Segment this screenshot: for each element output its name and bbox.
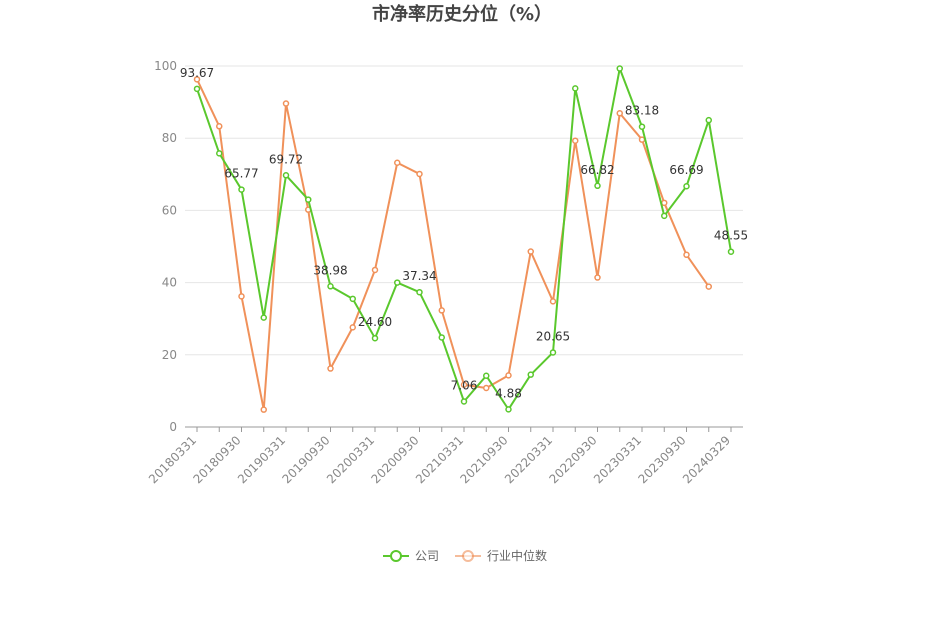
- legend-marker-icon: [390, 550, 402, 562]
- y-tick-label: 20: [162, 348, 177, 362]
- legend[interactable]: 公司 行业中位数: [383, 548, 547, 563]
- x-axis-ticks: 2018033120180930201903312019093020200331…: [146, 427, 733, 486]
- data-label: 83.18: [625, 104, 659, 118]
- legend-item-company[interactable]: 公司: [383, 549, 439, 563]
- data-point[interactable]: [661, 199, 668, 207]
- data-point[interactable]: [527, 371, 534, 378]
- chart-title: 市净率历史分位（%）: [372, 3, 552, 25]
- legend-item-industry-median[interactable]: 行业中位数: [455, 548, 547, 563]
- data-point[interactable]: [616, 65, 623, 72]
- data-point[interactable]: [438, 334, 445, 341]
- y-tick-label: 0: [169, 420, 177, 434]
- data-point[interactable]: [661, 212, 668, 220]
- data-label: 4.88: [495, 386, 522, 400]
- data-point[interactable]: [683, 251, 690, 259]
- data-point[interactable]: [282, 100, 290, 107]
- data-point[interactable]: [193, 76, 201, 83]
- data-label: 66.82: [580, 163, 614, 177]
- data-point[interactable]: [305, 196, 312, 203]
- data-labels: 93.67 65.77 69.72 38.98 24.60 37.34 7.06 4.88 20…: [180, 66, 748, 401]
- data-point[interactable]: [727, 248, 735, 255]
- data-point[interactable]: [371, 266, 379, 274]
- data-label: 20.65: [536, 329, 570, 343]
- y-tick-label: 100: [154, 59, 177, 73]
- y-tick-label: 40: [162, 276, 177, 290]
- data-label: 65.77: [224, 167, 258, 181]
- grid-lines: [185, 65, 743, 356]
- data-point[interactable]: [238, 186, 245, 193]
- data-label: 69.72: [269, 152, 303, 166]
- data-point[interactable]: [260, 406, 267, 413]
- data-point[interactable]: [483, 372, 490, 379]
- data-point[interactable]: [705, 116, 712, 124]
- data-point[interactable]: [705, 283, 712, 290]
- data-label: 37.34: [402, 269, 436, 283]
- series-industry-median: [193, 76, 712, 413]
- data-label: 7.06: [451, 379, 478, 393]
- data-label: 66.69: [669, 163, 703, 177]
- data-point[interactable]: [394, 159, 401, 166]
- data-point[interactable]: [505, 406, 512, 413]
- data-point[interactable]: [460, 398, 468, 405]
- data-point[interactable]: [416, 170, 423, 178]
- data-point[interactable]: [572, 85, 579, 92]
- y-axis-ticks: 0 20 40 60 80 100: [154, 59, 177, 434]
- data-label: 48.55: [714, 229, 748, 243]
- data-label: 24.60: [358, 315, 392, 329]
- legend-marker-icon: [462, 550, 474, 562]
- data-point[interactable]: [594, 274, 601, 281]
- data-point[interactable]: [216, 123, 223, 130]
- data-point[interactable]: [371, 334, 379, 342]
- data-point[interactable]: [616, 110, 623, 117]
- legend-label: 行业中位数: [487, 548, 547, 563]
- data-point[interactable]: [594, 182, 601, 190]
- data-label: 38.98: [313, 263, 347, 277]
- data-point[interactable]: [572, 137, 579, 144]
- y-tick-label: 80: [162, 131, 177, 145]
- data-point[interactable]: [193, 85, 201, 93]
- data-point[interactable]: [527, 248, 534, 255]
- data-point[interactable]: [327, 283, 334, 290]
- data-point[interactable]: [638, 136, 646, 143]
- data-point[interactable]: [483, 384, 490, 392]
- data-point[interactable]: [416, 288, 423, 296]
- data-point[interactable]: [549, 349, 557, 356]
- series-company: [193, 65, 735, 413]
- legend-label: 公司: [415, 549, 439, 563]
- y-tick-label: 60: [162, 203, 177, 217]
- data-point[interactable]: [683, 182, 690, 190]
- data-point[interactable]: [505, 372, 512, 379]
- data-label: 93.67: [180, 66, 214, 80]
- data-point[interactable]: [238, 293, 245, 300]
- data-point[interactable]: [394, 279, 401, 286]
- data-point[interactable]: [282, 172, 290, 179]
- data-point[interactable]: [349, 324, 356, 331]
- data-point[interactable]: [216, 150, 223, 157]
- data-point[interactable]: [638, 123, 646, 130]
- series-layer: [193, 65, 735, 413]
- data-point[interactable]: [327, 365, 334, 372]
- data-point[interactable]: [438, 307, 445, 314]
- series-line: [196, 78, 710, 411]
- data-point[interactable]: [549, 298, 557, 305]
- x-tick-label: 20240329: [680, 433, 733, 486]
- data-point[interactable]: [349, 295, 356, 303]
- data-point[interactable]: [260, 314, 267, 321]
- data-point[interactable]: [460, 381, 468, 389]
